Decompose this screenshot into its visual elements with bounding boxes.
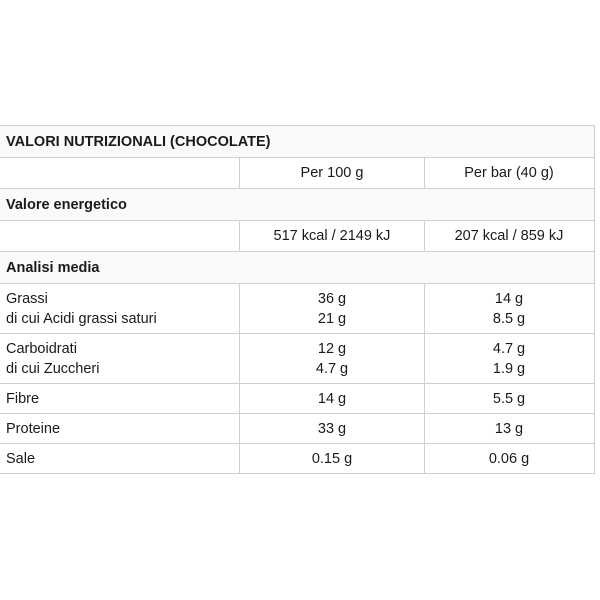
table-row-sale: Sale 0.15 g 0.06 g bbox=[0, 444, 594, 474]
value-perbar: 14 g bbox=[494, 290, 524, 307]
nutrient-sub-label: di cui Acidi grassi saturi bbox=[6, 310, 157, 327]
column-header-perbar: Per bar (40 g) bbox=[424, 158, 593, 188]
nutrient-label: Carboidrati bbox=[6, 340, 77, 357]
energy-perbar: 207 kcal / 859 kJ bbox=[424, 221, 593, 251]
section-analysis-row: Analisi media bbox=[0, 252, 594, 284]
table-title-row: VALORI NUTRIZIONALI (CHOCOLATE) bbox=[0, 126, 594, 158]
energy-row: 517 kcal / 2149 kJ 207 kcal / 859 kJ bbox=[0, 221, 594, 252]
value-per100-sub: 4.7 g bbox=[315, 360, 349, 377]
value-per100: 33 g bbox=[239, 414, 424, 443]
value-perbar-sub: 1.9 g bbox=[492, 360, 526, 377]
row-per100: 36 g 21 g bbox=[239, 284, 424, 333]
value-per100: 14 g bbox=[239, 384, 424, 413]
value-perbar: 4.7 g bbox=[492, 340, 526, 357]
section-energy-label: Valore energetico bbox=[6, 196, 127, 213]
row-perbar: 14 g 8.5 g bbox=[424, 284, 593, 333]
row-perbar: 4.7 g 1.9 g bbox=[424, 334, 593, 383]
value-per100: 36 g bbox=[317, 290, 347, 307]
value-per100: 0.15 g bbox=[239, 444, 424, 473]
nutrition-table: VALORI NUTRIZIONALI (CHOCOLATE) Per 100 … bbox=[0, 125, 595, 474]
energy-per100: 517 kcal / 2149 kJ bbox=[239, 221, 424, 251]
nutrient-label: Fibre bbox=[6, 390, 40, 407]
table-row-grassi: Grassi di cui Acidi grassi saturi 36 g 2… bbox=[0, 284, 594, 334]
value-perbar: 13 g bbox=[424, 414, 593, 443]
nutrient-label: Grassi bbox=[6, 290, 48, 307]
section-analysis-label: Analisi media bbox=[6, 259, 100, 276]
section-energy-row: Valore energetico bbox=[0, 189, 594, 221]
column-header-row: Per 100 g Per bar (40 g) bbox=[0, 158, 594, 189]
row-label: Grassi di cui Acidi grassi saturi bbox=[0, 284, 239, 333]
row-per100: 12 g 4.7 g bbox=[239, 334, 424, 383]
nutrient-label: Sale bbox=[6, 450, 36, 467]
nutrient-label: Proteine bbox=[6, 420, 61, 437]
value-per100-sub: 21 g bbox=[317, 310, 347, 327]
table-row-proteine: Proteine 33 g 13 g bbox=[0, 414, 594, 444]
value-perbar: 0.06 g bbox=[424, 444, 593, 473]
energy-label-empty bbox=[0, 221, 239, 251]
nutrient-sub-label: di cui Zuccheri bbox=[6, 360, 100, 377]
row-label: Carboidrati di cui Zuccheri bbox=[0, 334, 239, 383]
column-header-empty bbox=[0, 158, 239, 188]
table-title: VALORI NUTRIZIONALI (CHOCOLATE) bbox=[6, 133, 271, 150]
column-header-per100: Per 100 g bbox=[239, 158, 424, 188]
value-perbar: 5.5 g bbox=[424, 384, 593, 413]
value-per100: 12 g bbox=[317, 340, 347, 357]
table-row-carboidrati: Carboidrati di cui Zuccheri 12 g 4.7 g 4… bbox=[0, 334, 594, 384]
table-row-fibre: Fibre 14 g 5.5 g bbox=[0, 384, 594, 414]
value-perbar-sub: 8.5 g bbox=[492, 310, 526, 327]
